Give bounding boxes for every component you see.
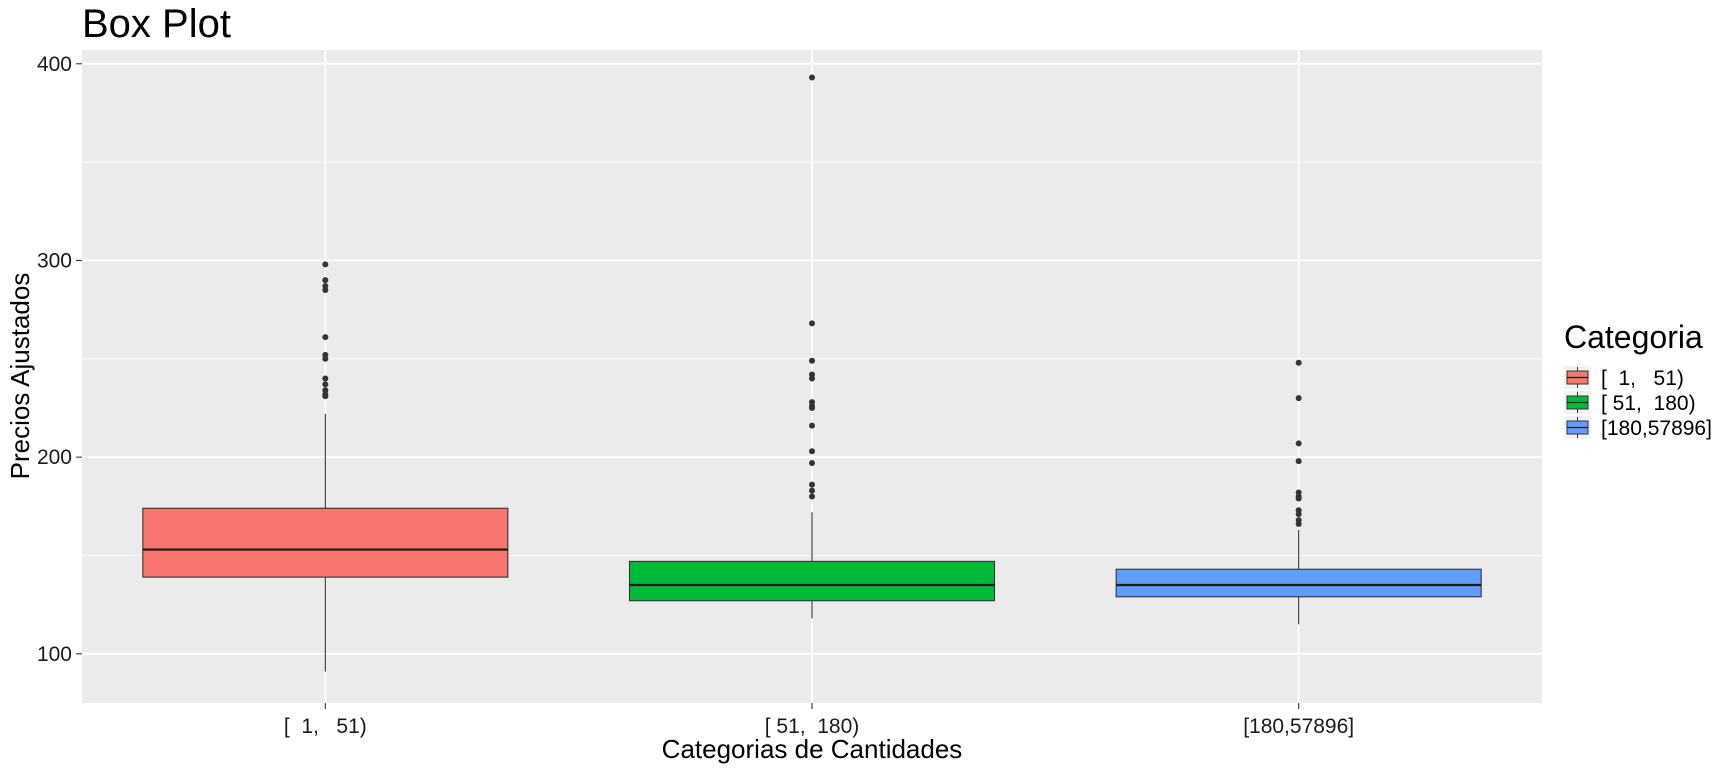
outlier-point — [809, 487, 815, 494]
x-axis-title: Categorias de Cantidades — [662, 734, 963, 764]
legend-item: [ 1, 51) — [1564, 366, 1684, 390]
box-group — [628, 74, 996, 619]
outlier-point — [809, 320, 815, 327]
outlier-point — [809, 481, 815, 488]
outlier-point — [1295, 495, 1302, 502]
y-tick-label: 100 — [37, 643, 72, 666]
outlier-point — [809, 74, 815, 81]
y-tick-label: 400 — [37, 53, 72, 76]
legend-label: [180,57896] — [1601, 417, 1712, 440]
box-group — [1115, 359, 1482, 625]
x-tick-label: [ 51, 180) — [765, 715, 860, 738]
outlier-point — [322, 375, 329, 382]
outlier-point — [809, 404, 815, 411]
outlier-point — [809, 422, 815, 429]
outlier-point — [322, 381, 329, 388]
axes: 100 200 300 400 [ 1, 51) [ 51, 180) [180,57896… — [37, 53, 1354, 738]
x-tick-label: [180,57896] — [1243, 715, 1354, 738]
legend-title: Categoria — [1564, 319, 1703, 355]
outlier-point — [1295, 359, 1302, 366]
box-rect — [1115, 568, 1482, 598]
outlier-point — [322, 355, 329, 362]
legend-item: [180,57896] — [1564, 416, 1712, 440]
outlier-point — [1295, 395, 1302, 402]
outlier-point — [1295, 511, 1302, 518]
outlier-point — [809, 448, 815, 455]
box-group — [142, 261, 509, 672]
outlier-point — [809, 357, 815, 364]
y-tick-label: 200 — [37, 446, 72, 469]
legend-label: [ 1, 51) — [1601, 367, 1684, 390]
legend-label: [ 51, 180) — [1601, 392, 1696, 415]
outlier-point — [809, 460, 815, 467]
boxes-layer — [142, 74, 1482, 672]
outlier-point — [322, 261, 329, 268]
y-axis-title: Precios Ajustados — [5, 273, 35, 480]
outlier-point — [1295, 458, 1302, 465]
box-rect — [142, 507, 509, 578]
outlier-point — [322, 334, 329, 341]
outlier-point — [322, 277, 329, 284]
outlier-point — [1295, 521, 1302, 528]
outlier-point — [809, 493, 815, 500]
outlier-point — [322, 393, 329, 400]
outlier-point — [1295, 440, 1302, 447]
outlier-point — [809, 375, 815, 382]
y-tick-label: 300 — [37, 249, 72, 272]
outlier-point — [322, 286, 329, 293]
x-tick-label: [ 1, 51) — [284, 715, 367, 738]
legend: Categoria [ 1, 51)[ 51, 180)[180,57896] — [1564, 319, 1712, 440]
legend-item: [ 51, 180) — [1564, 391, 1696, 415]
chart-title: Box Plot — [82, 2, 231, 46]
box-rect — [628, 560, 996, 602]
